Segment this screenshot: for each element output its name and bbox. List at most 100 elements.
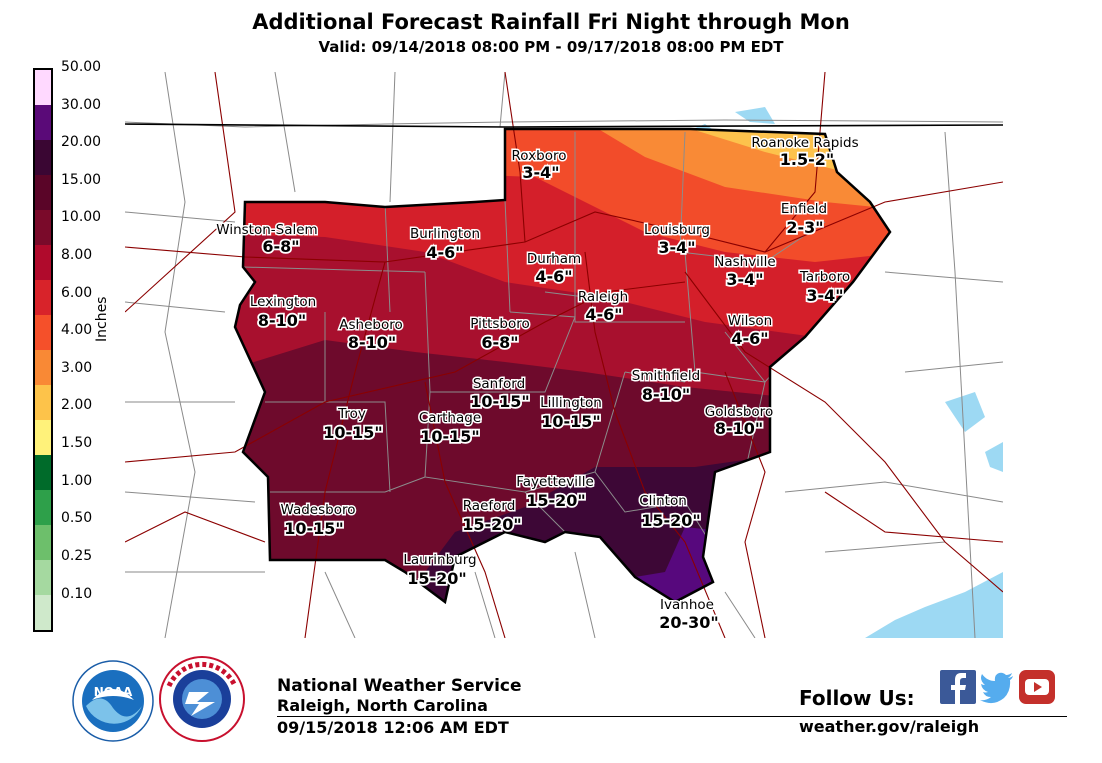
agency-name: National Weather Service [277,676,522,696]
legend-label: 8.00 [61,247,93,263]
city-name: Clinton [639,493,687,509]
legend-swatch [35,210,51,245]
city-amount: 8-10" [348,333,396,352]
city-amount: 10-15" [323,423,383,442]
svg-text:NOAA: NOAA [94,685,133,699]
city-amount: 2-3" [786,218,823,237]
city-name: Wadesboro [280,502,355,518]
page-title: Additional Forecast Rainfall Fri Night t… [252,10,850,34]
city-amount: 10-15" [541,412,601,431]
legend-title: Inches [94,296,110,342]
legend-swatch [35,595,51,630]
city-name: Troy [337,406,366,422]
city-amount: 3-4" [806,286,843,305]
state-line [125,123,1003,128]
background-counties [125,72,1003,638]
legend-label: 0.25 [61,548,93,564]
legend-swatch [35,455,51,490]
legend-swatch [35,140,51,175]
city-amount: 10-15" [284,519,344,538]
city-name: Sanford [473,376,525,392]
youtube-icon[interactable] [1019,670,1055,704]
city-name: Enfield [781,201,827,217]
legend-label: 0.50 [61,510,93,526]
website-link[interactable]: weather.gov/raleigh [799,717,980,736]
legend-label: 6.00 [61,285,93,301]
legend-label: 4.00 [61,322,93,338]
city-labels: Roxboro 3-4" Roanoke Rapids 1.5-2" Enfie… [215,134,860,634]
city-amount: 10-15" [470,392,530,411]
twitter-icon[interactable] [979,670,1015,704]
legend-label: 50.00 [61,59,102,75]
legend-label: 3.00 [61,360,93,376]
band-3-4 [235,129,890,212]
city-name: Asheboro [339,317,402,333]
city-name: Roanoke Rapids [751,135,858,151]
city-name: Wilson [728,313,772,329]
city-amount: 15-20" [641,511,701,530]
rainfall-map: Roxboro 3-4" Roanoke Rapids 1.5-2" Enfie… [125,72,1003,638]
city-amount: 8-10" [715,419,763,438]
city-amount: 4-6" [731,329,768,348]
city-name: Smithfield [632,368,700,384]
city-name: Raleigh [578,289,628,305]
legend-swatch [35,385,51,420]
city-amount: 15-20" [407,569,467,588]
city-name: Ivanhoe [660,597,714,613]
city-name: Goldsboro [705,404,773,420]
city-name: Tarboro [799,269,850,285]
highway-network [125,72,1003,638]
city-amount: 6-8" [481,333,518,352]
city-amount: 20-30" [659,613,719,632]
city-name: Fayetteville [516,474,594,490]
legend-label: 30.00 [61,97,102,113]
city-amount: 3-4" [658,238,695,257]
valid-period: Valid: 09/14/2018 08:00 PM - 09/17/2018 … [318,38,784,56]
legend-swatch [35,420,51,455]
legend-swatch [35,315,51,350]
city-amount: 8-10" [258,311,306,330]
legend-swatch [35,70,51,105]
city-name: Raeford [463,498,516,514]
noaa-logo: NOAA [72,660,154,742]
legend-swatch [35,490,51,525]
legend-label: 20.00 [61,134,102,150]
city-name: Pittsboro [470,316,530,332]
legend-swatch [35,245,51,280]
legend-swatch [35,175,51,210]
rainfall-legend [33,68,53,632]
city-amount: 1.5-2" [780,150,834,169]
city-name: Lexington [250,294,316,310]
city-name: Laurinburg [403,552,476,568]
forecast-area-outline [233,127,892,605]
city-name: Carthage [419,410,481,426]
city-name: Winston-Salem [216,222,317,238]
legend-label: 1.50 [61,435,93,451]
city-amount: 4-6" [426,243,463,262]
city-name: Nashville [714,254,776,270]
legend-label: 0.10 [61,586,93,602]
city-amount: 10-15" [420,427,480,446]
city-name: Burlington [410,226,480,242]
legend-label: 10.00 [61,209,102,225]
city-amount: 4-6" [535,267,572,286]
issued-time: 09/15/2018 12:06 AM EDT [277,718,509,737]
county-lines [242,131,826,543]
city-amount: 3-4" [522,163,559,182]
band-4-6 [235,129,890,262]
city-amount: 3-4" [726,270,763,289]
legend-swatch [35,105,51,140]
legend-label: 1.00 [61,473,93,489]
city-amount: 15-20" [462,515,522,534]
facebook-icon[interactable] [940,670,976,704]
city-amount: 8-10" [642,385,690,404]
legend-label: 2.00 [61,397,93,413]
sound [945,392,1003,472]
legend-swatch [35,280,51,315]
legend-swatch [35,560,51,595]
follow-label: Follow Us: [799,686,915,710]
legend-label: 15.00 [61,172,102,188]
office-name: Raleigh, North Carolina [277,696,488,715]
legend-swatch [35,525,51,560]
city-amount: 15-20" [526,491,586,510]
